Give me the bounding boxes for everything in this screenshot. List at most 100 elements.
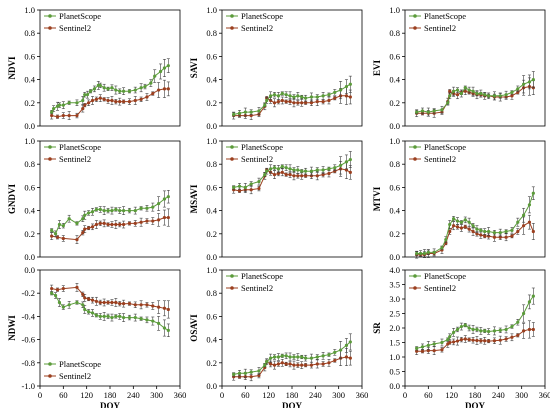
plot-frame — [404, 140, 546, 258]
data-point — [426, 250, 430, 254]
plot-frame — [39, 140, 181, 258]
data-point — [166, 64, 170, 68]
data-point — [272, 355, 277, 359]
data-point — [257, 186, 261, 191]
x-tick-label: 180 — [469, 390, 482, 400]
data-point — [50, 113, 54, 118]
data-point — [479, 233, 483, 237]
data-point — [446, 101, 450, 105]
y-tick-label: 1.0 — [206, 265, 217, 275]
data-point — [276, 94, 280, 98]
y-tick-label: 0.4 — [24, 75, 35, 85]
data-point — [75, 221, 79, 225]
data-point — [315, 95, 319, 99]
data-point — [94, 299, 98, 303]
data-point — [157, 202, 161, 206]
data-point — [333, 96, 337, 100]
data-point — [61, 305, 65, 309]
data-point — [127, 315, 132, 320]
y-tick-label: 0.0 — [389, 252, 400, 262]
data-point — [237, 184, 242, 188]
data-point — [459, 324, 463, 329]
data-point — [463, 86, 467, 90]
data-point — [75, 285, 79, 289]
data-point — [304, 356, 308, 360]
data-point — [452, 217, 456, 221]
data-point — [127, 221, 132, 225]
data-point — [127, 89, 132, 93]
data-point — [81, 107, 85, 111]
data-point — [467, 220, 471, 224]
data-point — [333, 166, 337, 170]
data-point — [162, 306, 167, 310]
data-point — [94, 207, 98, 212]
data-point — [145, 219, 149, 223]
data-point — [516, 229, 520, 234]
y-tick-label: 1.0 — [389, 136, 400, 146]
data-point — [527, 327, 532, 332]
panel-ndvi: 0.0 0.2 0.4 0.6 0.8 1.0 NDVI PlanetScope Sentine… — [7, 5, 181, 131]
y-tick-label: -0.8 — [22, 358, 35, 368]
data-point — [531, 327, 535, 332]
data-point — [83, 227, 87, 231]
data-point — [55, 235, 60, 239]
data-point — [166, 215, 170, 220]
data-point — [53, 232, 58, 236]
y-tick-label: 0.0 — [24, 121, 35, 131]
data-point — [263, 103, 267, 107]
data-point — [98, 207, 102, 212]
data-point — [487, 339, 491, 343]
y-tick-label: 0.8 — [24, 28, 35, 38]
data-point — [276, 167, 280, 171]
data-point — [348, 95, 352, 99]
data-point — [471, 89, 475, 93]
data-point — [265, 169, 269, 173]
data-point — [81, 98, 85, 103]
legend-marker — [48, 26, 52, 30]
series-planetscope — [232, 151, 352, 192]
legend: PlanetScope Sentinel2 — [44, 142, 101, 164]
data-point — [276, 171, 280, 176]
data-point — [292, 168, 296, 172]
data-point — [90, 98, 95, 103]
data-point — [426, 343, 430, 347]
y-tick-label: 0.0 — [206, 252, 217, 262]
data-point — [296, 101, 300, 105]
data-point — [94, 313, 98, 317]
data-point — [243, 371, 247, 375]
legend: PlanetScope Sentinel2 — [226, 11, 283, 33]
data-point — [110, 86, 114, 90]
data-point — [296, 94, 300, 98]
data-point — [265, 98, 269, 103]
y-tick-label: 2.0 — [389, 323, 400, 333]
data-point — [75, 113, 79, 118]
x-axis-title: DOY — [282, 401, 303, 408]
data-point — [122, 222, 126, 227]
x-tick-label: 300 — [332, 390, 345, 400]
y-tick-label: 3.0 — [389, 294, 400, 304]
y-tick-label: 0.8 — [206, 288, 217, 298]
data-point — [280, 354, 284, 358]
data-point — [304, 174, 308, 178]
data-point — [304, 363, 308, 367]
data-point — [467, 227, 471, 231]
data-point — [110, 98, 114, 103]
data-point — [479, 329, 483, 333]
y-tick-label: 0.4 — [206, 206, 217, 216]
data-point — [510, 90, 514, 94]
data-point — [292, 101, 296, 105]
data-point — [133, 209, 137, 213]
data-point — [269, 362, 273, 366]
data-point — [50, 291, 54, 295]
data-point — [420, 349, 425, 353]
data-point — [327, 167, 331, 171]
y-tick-label: 0.8 — [389, 28, 400, 38]
data-point — [344, 84, 349, 89]
x-tick-label: 240 — [309, 390, 322, 400]
data-point — [327, 361, 331, 365]
data-point — [81, 292, 85, 296]
data-point — [57, 222, 62, 227]
legend-label: PlanetScope — [59, 142, 101, 152]
data-point — [81, 217, 85, 221]
data-point — [98, 314, 102, 318]
